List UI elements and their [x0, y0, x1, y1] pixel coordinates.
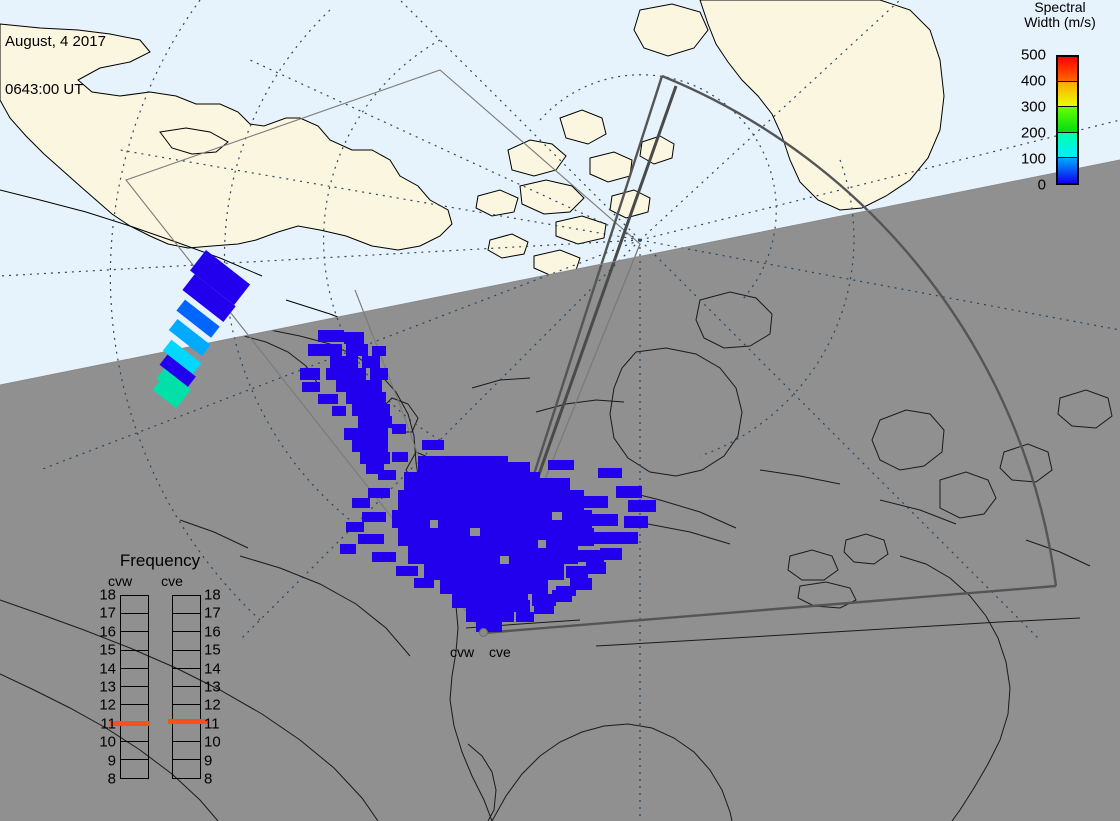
landmasses-day: [0, 0, 945, 277]
freq-tick: 12: [99, 696, 116, 714]
freq-tick: 13: [99, 678, 116, 696]
freq-cell: [173, 742, 200, 760]
colorbar-segment-300-400: [1058, 82, 1077, 108]
timestamp-time: 0643:00 UT: [5, 81, 84, 98]
colorbar-segment-400-500: [1058, 57, 1077, 83]
colorbar-tick-200: 200: [1020, 124, 1046, 142]
freq-tick: 9: [107, 752, 116, 770]
frequency-marker-cve: [168, 719, 208, 724]
colorbar-tick-400: 400: [1020, 72, 1046, 90]
freq-tick: 14: [204, 660, 221, 678]
freq-cell: [173, 669, 200, 687]
data-cells-blue: [300, 330, 656, 632]
freq-tick: 11: [204, 715, 220, 733]
colorbar-title: Spectral Width (m/s): [1000, 0, 1120, 30]
freq-cell: [173, 723, 200, 742]
frequency-bar-cvw: [120, 595, 149, 779]
freq-cell: [121, 632, 148, 651]
colorbar-gradient: [1056, 55, 1079, 185]
frequency-bar-cve: [172, 595, 201, 779]
freq-cell: [121, 614, 148, 633]
colorbar-tick-0: 0: [1037, 176, 1046, 194]
freq-tick: 12: [204, 696, 221, 714]
freq-cell: [173, 687, 200, 706]
freq-tick: 14: [99, 660, 116, 678]
freq-cell: [121, 760, 148, 778]
timestamp: August, 4 2017 0643:00 UT: [5, 2, 106, 130]
freq-cell: [173, 596, 200, 615]
freq-tick: 15: [204, 641, 221, 659]
freq-tick: 8: [204, 770, 213, 788]
radar-site-label-cvw: cvw: [450, 644, 475, 660]
freq-tick: 9: [204, 752, 213, 770]
frequency-ticks-cvw: 18 17 16 15 14 13 12 11 10 9 8: [80, 588, 118, 787]
frequency-legend: Frequency cvw 18 17 16 15 14 13 12 11 10: [80, 552, 240, 792]
freq-tick: 10: [204, 733, 221, 751]
colorbar-title-line2: Width (m/s): [1024, 14, 1096, 30]
frequency-marker-cvw: [110, 721, 150, 726]
freq-cell: [121, 742, 148, 760]
freq-tick: 15: [99, 641, 116, 659]
freq-tick: 8: [107, 770, 116, 788]
radar-site-marker: [479, 628, 488, 637]
freq-tick: 11: [100, 715, 116, 733]
freq-tick: 18: [204, 586, 221, 604]
colorbar-tick-labels: 500 400 300 200 100 0: [996, 48, 1052, 193]
colorbar-title-line1: Spectral: [1034, 0, 1086, 15]
timestamp-date: August, 4 2017: [5, 33, 106, 50]
colorbar-tick-300: 300: [1020, 98, 1046, 116]
freq-tick: 17: [99, 604, 116, 622]
freq-tick: 16: [99, 623, 116, 641]
frequency-ticks-cve: 18 17 16 15 14 13 12 11 10 9 8: [202, 588, 240, 787]
frequency-column-label-cvw: cvw: [107, 573, 133, 589]
spectral-width-colorbar: Spectral Width (m/s): [1000, 0, 1120, 200]
freq-tick: 18: [99, 586, 116, 604]
freq-cell: [121, 723, 148, 742]
freq-cell: [121, 596, 148, 615]
radar-site-label-cve: cve: [489, 644, 511, 660]
freq-cell: [173, 632, 200, 651]
freq-cell: [121, 651, 148, 669]
freq-cell: [121, 669, 148, 687]
data-cells-nw-beam: [152, 250, 251, 409]
freq-cell: [173, 614, 200, 633]
colorbar-segment-200-300: [1058, 107, 1077, 133]
colorbar-tick-500: 500: [1020, 46, 1046, 64]
freq-cell: [173, 651, 200, 669]
freq-cell: [121, 687, 148, 706]
frequency-column-label-cve: cve: [161, 573, 183, 589]
freq-tick: 10: [99, 733, 116, 751]
frequency-legend-title: Frequency: [119, 551, 201, 570]
terminator-line: [0, 159, 1120, 386]
freq-cell: [173, 760, 200, 778]
colorbar-segment-0-100: [1058, 157, 1077, 183]
freq-tick: 13: [204, 678, 221, 696]
colorbar-segment-100-200: [1058, 132, 1077, 158]
freq-tick: 17: [204, 604, 221, 622]
colorbar-tick-100: 100: [1020, 150, 1046, 168]
freq-tick: 16: [204, 623, 221, 641]
